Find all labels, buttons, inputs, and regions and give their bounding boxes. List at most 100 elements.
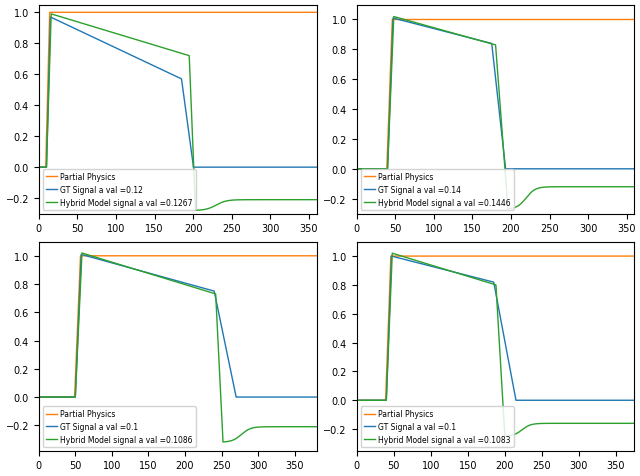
Hybrid Model signal a val =0.1083 — [401, 255, 409, 260]
Partial Physics — [317, 10, 324, 16]
Partial Physics — [388, 18, 396, 23]
GT Signal a val =0.12 — [317, 165, 324, 171]
Line: Partial Physics: Partial Physics — [356, 20, 638, 169]
GT Signal a val =0.1 — [308, 394, 316, 400]
Hybrid Model signal a val =0.1083 — [501, 433, 509, 439]
Legend: Partial Physics, GT Signal a val =0.1, Hybrid Model signal a val =0.1083: Partial Physics, GT Signal a val =0.1, H… — [360, 407, 514, 447]
Line: Partial Physics: Partial Physics — [39, 256, 318, 397]
GT Signal a val =0.1 — [472, 275, 480, 281]
Hybrid Model signal a val =0.1446 — [634, 185, 640, 190]
Partial Physics — [401, 254, 409, 259]
Hybrid Model signal a val =0.1267 — [191, 208, 199, 214]
Hybrid Model signal a val =0.1267 — [281, 198, 289, 203]
GT Signal a val =0.14 — [461, 35, 468, 40]
GT Signal a val =0.1 — [633, 397, 640, 403]
Partial Physics — [77, 253, 84, 259]
GT Signal a val =0.1 — [460, 272, 468, 278]
Hybrid Model signal a val =0.1267 — [67, 18, 75, 24]
GT Signal a val =0.14 — [634, 167, 640, 172]
Line: GT Signal a val =0.14: GT Signal a val =0.14 — [356, 19, 638, 169]
GT Signal a val =0.14 — [389, 16, 397, 22]
GT Signal a val =0.1 — [83, 254, 91, 259]
GT Signal a val =0.12 — [143, 60, 150, 66]
Hybrid Model signal a val =0.1086 — [35, 394, 43, 400]
Hybrid Model signal a val =0.1446 — [390, 15, 397, 20]
Hybrid Model signal a val =0.1083 — [353, 397, 360, 403]
Hybrid Model signal a val =0.1446 — [385, 136, 393, 141]
Hybrid Model signal a val =0.1086 — [67, 394, 74, 400]
Hybrid Model signal a val =0.1446 — [353, 167, 360, 172]
Partial Physics — [142, 253, 150, 259]
Partial Physics — [627, 254, 635, 259]
Hybrid Model signal a val =0.1267 — [35, 165, 43, 171]
Partial Physics — [35, 394, 43, 400]
Partial Physics — [311, 10, 319, 16]
Partial Physics — [385, 111, 393, 117]
GT Signal a val =0.14 — [473, 38, 481, 43]
Hybrid Model signal a val =0.1446 — [473, 38, 481, 43]
Partial Physics — [385, 313, 392, 319]
Hybrid Model signal a val =0.1086 — [219, 439, 227, 445]
Partial Physics — [278, 253, 286, 259]
Hybrid Model signal a val =0.1267 — [47, 12, 55, 18]
GT Signal a val =0.14 — [629, 167, 637, 172]
GT Signal a val =0.12 — [311, 165, 319, 171]
GT Signal a val =0.12 — [281, 165, 289, 171]
Partial Physics — [314, 253, 322, 259]
Partial Physics — [35, 165, 43, 171]
Hybrid Model signal a val =0.1446 — [402, 18, 410, 24]
Partial Physics — [281, 10, 289, 16]
GT Signal a val =0.12 — [47, 15, 54, 21]
Legend: Partial Physics, GT Signal a val =0.1, Hybrid Model signal a val =0.1086: Partial Physics, GT Signal a val =0.1, H… — [43, 407, 196, 447]
Partial Physics — [83, 253, 91, 259]
GT Signal a val =0.1 — [278, 394, 286, 400]
Partial Physics — [472, 254, 480, 259]
Hybrid Model signal a val =0.1083 — [460, 273, 468, 278]
Hybrid Model signal a val =0.1083 — [388, 251, 396, 257]
Partial Physics — [387, 254, 395, 259]
GT Signal a val =0.1 — [142, 270, 150, 276]
Partial Physics — [402, 18, 410, 23]
Hybrid Model signal a val =0.1083 — [597, 421, 605, 426]
Line: Hybrid Model signal a val =0.1446: Hybrid Model signal a val =0.1446 — [356, 18, 638, 209]
Legend: Partial Physics, GT Signal a val =0.14, Hybrid Model signal a val =0.1446: Partial Physics, GT Signal a val =0.14, … — [360, 169, 514, 210]
GT Signal a val =0.1 — [385, 334, 392, 339]
Partial Physics — [143, 10, 150, 16]
Partial Physics — [154, 253, 162, 259]
Partial Physics — [629, 18, 637, 23]
Partial Physics — [473, 18, 481, 23]
Partial Physics — [67, 10, 75, 16]
Hybrid Model signal a val =0.1086 — [314, 424, 322, 430]
Line: Hybrid Model signal a val =0.1083: Hybrid Model signal a val =0.1083 — [356, 254, 637, 436]
Line: Partial Physics: Partial Physics — [356, 257, 637, 400]
GT Signal a val =0.1 — [388, 254, 396, 259]
Partial Physics — [353, 167, 360, 172]
GT Signal a val =0.1 — [314, 394, 322, 400]
GT Signal a val =0.12 — [84, 33, 92, 39]
Partial Physics — [308, 253, 316, 259]
Hybrid Model signal a val =0.1086 — [78, 250, 86, 256]
Partial Physics — [84, 10, 92, 16]
Hybrid Model signal a val =0.1086 — [142, 270, 150, 276]
Hybrid Model signal a val =0.1083 — [627, 421, 635, 426]
Line: GT Signal a val =0.1: GT Signal a val =0.1 — [39, 255, 318, 397]
Hybrid Model signal a val =0.1446 — [504, 207, 512, 212]
GT Signal a val =0.1 — [597, 397, 605, 403]
Partial Physics — [460, 254, 468, 259]
Hybrid Model signal a val =0.1446 — [599, 185, 607, 190]
Hybrid Model signal a val =0.1086 — [154, 274, 162, 279]
Partial Physics — [461, 18, 468, 23]
Hybrid Model signal a val =0.1267 — [143, 41, 150, 47]
Hybrid Model signal a val =0.1083 — [385, 341, 392, 347]
GT Signal a val =0.1 — [35, 394, 43, 400]
GT Signal a val =0.14 — [598, 167, 606, 172]
Hybrid Model signal a val =0.1267 — [311, 198, 319, 203]
Hybrid Model signal a val =0.1083 — [472, 277, 480, 282]
Partial Physics — [598, 18, 606, 23]
Line: Partial Physics: Partial Physics — [39, 13, 321, 168]
GT Signal a val =0.1 — [154, 273, 162, 279]
GT Signal a val =0.12 — [156, 66, 163, 72]
GT Signal a val =0.1 — [77, 252, 85, 258]
Partial Physics — [353, 397, 360, 403]
Partial Physics — [67, 394, 74, 400]
